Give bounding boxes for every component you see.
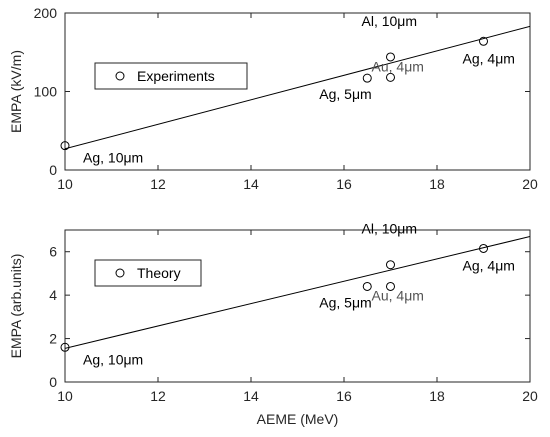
plot-area-frame — [64, 12, 531, 171]
x-tick-label: 20 — [522, 388, 538, 404]
data-point — [362, 281, 372, 291]
data-label: Ag, 10μm — [83, 351, 143, 367]
data-point — [60, 342, 70, 352]
y-tick-label: 200 — [34, 5, 58, 21]
data-label: Ag, 5μm — [319, 294, 371, 310]
x-tick-label: 14 — [243, 388, 259, 404]
y-tick-label: 6 — [49, 244, 57, 260]
x-tick-label: 10 — [57, 176, 73, 192]
legend-box — [94, 259, 202, 287]
x-tick-label: 14 — [243, 176, 259, 192]
y-tick-label: 4 — [49, 287, 57, 303]
chart-panel-2: 10 12 14 16 18 20 0 2 4 6 EMPA (arb.units) AEME (Me… — [8, 221, 538, 427]
data-point — [60, 141, 70, 151]
legend: Experiments — [94, 62, 248, 90]
y-axis-label: EMPA (arb.units) — [8, 254, 24, 359]
data-point — [479, 36, 488, 46]
data-label: Ag, 4μm — [463, 257, 515, 273]
data-label: Ag, 10μm — [83, 150, 143, 166]
x-tick-label: 16 — [336, 388, 352, 404]
legend-label: Theory — [137, 265, 181, 281]
fit-line — [65, 236, 530, 349]
data-label: Al, 10μm — [362, 13, 418, 29]
y-tick-label: 0 — [49, 162, 57, 178]
legend-label: Experiments — [137, 68, 215, 84]
fit-line — [65, 25, 530, 150]
data-point — [386, 260, 395, 270]
legend-marker — [115, 71, 125, 81]
data-point — [479, 243, 488, 253]
x-tick-label: 20 — [522, 176, 538, 192]
x-tick-label: 10 — [57, 388, 73, 404]
data-point — [362, 73, 372, 83]
data-label: Ag, 4μm — [463, 50, 515, 66]
y-axis-label: EMPA (kV/m) — [8, 50, 24, 133]
x-axis-label: AEME (MeV) — [257, 411, 339, 427]
legend-box — [94, 62, 248, 90]
x-tick-label: 12 — [150, 176, 166, 192]
y-tick-label: 100 — [34, 84, 58, 100]
legend: Theory — [94, 259, 202, 287]
x-tick-label: 12 — [150, 388, 166, 404]
data-label: Ag, 5μm — [319, 86, 371, 102]
y-tick-label: 2 — [49, 331, 57, 347]
data-point — [386, 281, 395, 291]
data-label: Al, 10μm — [362, 221, 418, 237]
x-tick-label: 18 — [429, 176, 445, 192]
y-tick-label: 0 — [49, 374, 57, 390]
data-label: Au, 4μm — [372, 58, 424, 74]
data-point — [386, 52, 395, 62]
x-tick-label: 16 — [336, 176, 352, 192]
legend-marker — [115, 268, 125, 278]
x-tick-label: 18 — [429, 388, 445, 404]
data-label: Au, 4μm — [372, 287, 424, 303]
data-point — [386, 72, 395, 82]
